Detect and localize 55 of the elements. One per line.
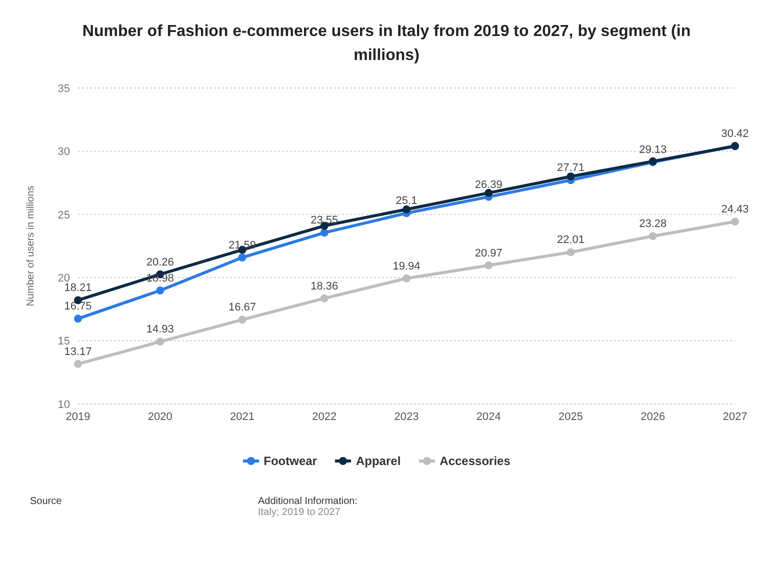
data-label: 26.39 [474,178,502,191]
point [731,218,739,226]
point [74,360,82,368]
data-label: 20.97 [474,247,502,260]
data-label: 25.1 [396,195,418,208]
point [156,286,164,294]
point [402,205,410,214]
data-label: 20.26 [146,256,174,268]
legend-label: Footwear [262,454,317,468]
data-label: 18.21 [64,282,92,294]
data-label: 16.75 [64,300,92,313]
x-tick-label: 2022 [312,410,337,423]
point [320,294,328,302]
point [484,188,493,197]
text: Additional Information: [258,496,358,507]
y-tick-label: 30 [58,146,70,158]
chart-title: Number of Fashion e-commerce users in Italy from 2019 to 2027, by segment (in millions) [81,22,692,66]
x-tick-label: 2019 [66,410,90,423]
data-label: 14.93 [146,324,174,336]
x-tick-label: 2020 [148,410,172,423]
data-label: 29.13 [639,144,667,156]
data-label: 13.17 [64,346,92,358]
x-tick-label: 2024 [476,410,501,423]
x-tick-label: 2027 [722,410,748,423]
y-tick-label: 15 [58,336,70,348]
data-label: 22.01 [556,234,585,246]
data-label: 24.43 [721,204,749,216]
x-tick-label: 2026 [640,410,666,423]
data-label: 23.28 [639,218,667,230]
point [238,316,246,324]
y-tick-label: 35 [58,82,70,95]
y-tick-label: 10 [58,398,70,411]
point [402,274,410,282]
x-tick-label: 2025 [558,410,583,423]
point [238,254,246,262]
data-label: 16.67 [228,302,256,314]
point [484,261,493,270]
y-axis-title: Number of users in millions [26,186,37,306]
point [320,228,328,237]
point [156,338,164,346]
point [566,172,575,180]
point [74,314,82,323]
legend-label: Apparel [354,454,401,468]
x-tick-label: 2021 [230,410,254,423]
point [648,232,657,240]
x-tick-label: 2023 [394,410,419,423]
text: Source [30,496,63,509]
text: Italy; 2019 to 2027 [258,507,342,518]
point [566,248,575,256]
legend-label: Accessories [438,454,510,468]
data-label: 30.42 [721,128,749,140]
y-tick-label: 25 [58,209,70,222]
data-label: 19.94 [392,260,420,272]
data-label: 18.36 [310,280,338,292]
data-label: 27.71 [556,162,585,174]
